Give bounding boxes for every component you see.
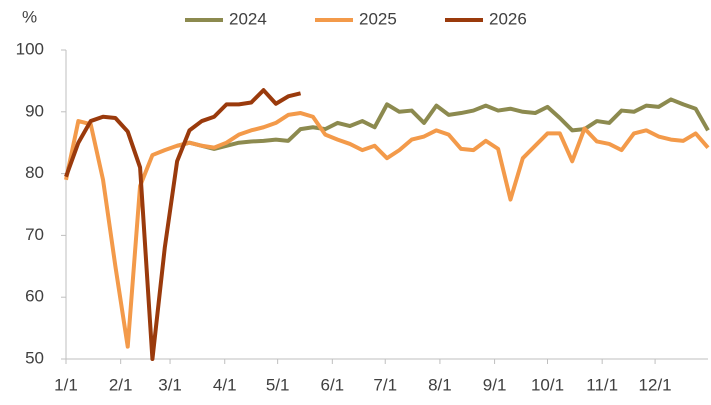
- x-tick-label: 6/1: [321, 375, 345, 394]
- x-tick-label: 1/1: [54, 375, 78, 394]
- y-tick-label: 80: [25, 163, 44, 182]
- x-tick-label: 12/1: [639, 375, 672, 394]
- x-tick-label: 7/1: [373, 375, 397, 394]
- legend-label: 2025: [359, 9, 397, 28]
- x-tick-label: 8/1: [428, 375, 452, 394]
- y-tick-label: 100: [16, 39, 44, 58]
- x-tick-label: 9/1: [483, 375, 507, 394]
- y-tick-label: 70: [25, 225, 44, 244]
- x-tick-label: 5/1: [266, 375, 290, 394]
- y-tick-label: 60: [25, 287, 44, 306]
- y-tick-label: 90: [25, 101, 44, 120]
- x-tick-label: 4/1: [213, 375, 237, 394]
- series-line: [64, 88, 302, 361]
- x-tick-label: 3/1: [158, 375, 182, 394]
- x-tick-label: 10/1: [531, 375, 564, 394]
- series-line: [176, 97, 710, 151]
- x-tick-label: 2/1: [109, 375, 133, 394]
- series-line: [64, 111, 710, 349]
- x-tick-label: 11/1: [586, 375, 618, 394]
- legend-label: 2026: [489, 9, 527, 28]
- legend-label: 2024: [229, 9, 267, 28]
- y-axis-label: %: [22, 7, 37, 26]
- y-tick-label: 50: [25, 348, 44, 367]
